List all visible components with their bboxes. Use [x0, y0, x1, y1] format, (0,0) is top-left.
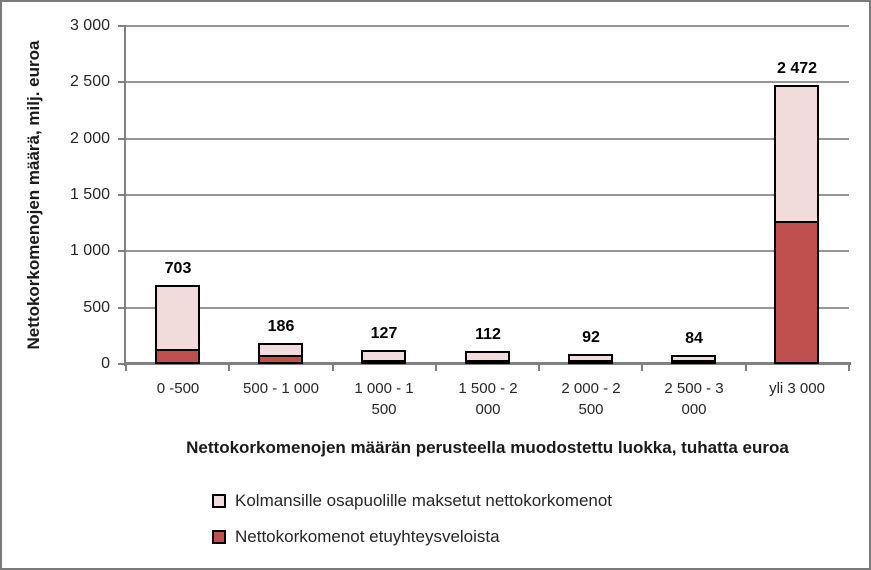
legend-label: Nettokorkomenot etuyhteysveloista: [235, 527, 500, 546]
x-tick-mark: [745, 365, 747, 371]
bar-6: [774, 85, 819, 364]
bar-segment-related-party: [363, 360, 404, 362]
bar-value-label: 92: [582, 329, 600, 346]
bar-value-label: 703: [164, 260, 192, 277]
gridline: [126, 25, 849, 27]
bar-value-label: 186: [267, 318, 295, 335]
legend: Kolmansille osapuolille maksetut nettoko…: [212, 491, 612, 563]
x-category-label: 0 -500: [156, 380, 200, 397]
y-tick-mark: [118, 138, 125, 140]
bar-segment-related-party: [157, 349, 198, 362]
x-category-label: 2 500 - 3 000: [664, 380, 724, 418]
y-tick-label: 2 500: [69, 73, 110, 90]
bar-segment-related-party: [776, 221, 817, 362]
x-tick-mark: [228, 365, 230, 371]
y-tick-label: 0: [101, 355, 110, 372]
bar-value-label: 2 472: [776, 60, 818, 77]
x-tick-mark: [435, 365, 437, 371]
y-tick-mark: [118, 25, 125, 27]
x-category-label: 1 500 - 2 000: [458, 380, 518, 418]
y-tick-label: 1 000: [69, 242, 110, 259]
y-tick-mark: [118, 194, 125, 196]
plot-area: 703 186 127 112 92 84 2 472: [126, 25, 849, 364]
x-axis-title: Nettokorkomenojen määrän perusteella muo…: [186, 438, 789, 457]
y-tick-mark: [118, 81, 125, 83]
x-category-label: 2 000 - 2 500: [561, 380, 621, 418]
legend-item: Nettokorkomenot etuyhteysveloista: [212, 527, 612, 547]
bar-value-label: 84: [685, 330, 703, 347]
bar-segment-related-party: [467, 360, 508, 362]
bar-0: [155, 285, 200, 364]
gridline: [126, 250, 849, 252]
legend-swatch-icon: [212, 530, 226, 544]
gridline: [126, 81, 849, 83]
legend-swatch-icon: [212, 494, 226, 508]
bar-segment-related-party: [673, 360, 714, 362]
x-tick-mark: [848, 365, 850, 371]
x-category-label: 500 - 1 000: [243, 380, 319, 397]
bar-segment-related-party: [570, 360, 611, 362]
x-tick-mark: [125, 365, 127, 371]
bar-segment-related-party: [260, 355, 301, 362]
legend-label: Kolmansille osapuolille maksetut nettoko…: [235, 491, 613, 510]
y-tick-mark: [118, 363, 125, 365]
y-axis-line: [124, 25, 126, 366]
x-category-label: yli 3 000: [769, 380, 825, 397]
bar-4: [568, 354, 613, 364]
gridline: [126, 194, 849, 196]
bar-2: [361, 350, 406, 364]
bar-value-label: 127: [370, 325, 398, 342]
y-tick-label: 2 000: [69, 130, 110, 147]
gridline: [126, 307, 849, 309]
bar-1: [258, 343, 303, 364]
bar-5: [671, 355, 716, 364]
x-tick-mark: [641, 365, 643, 371]
x-category-label: 1 000 - 1 500: [354, 380, 414, 418]
y-tick-mark: [118, 307, 125, 309]
y-tick-label: 3 000: [69, 17, 110, 34]
gridline: [126, 138, 849, 140]
x-tick-mark: [332, 365, 334, 371]
bar-3: [465, 351, 510, 364]
bar-value-label: 112: [475, 326, 501, 343]
y-tick-label: 1 500: [69, 186, 110, 203]
y-tick-mark: [118, 250, 125, 252]
x-tick-mark: [538, 365, 540, 371]
legend-item: Kolmansille osapuolille maksetut nettoko…: [212, 491, 612, 511]
y-tick-label: 500: [83, 299, 110, 316]
